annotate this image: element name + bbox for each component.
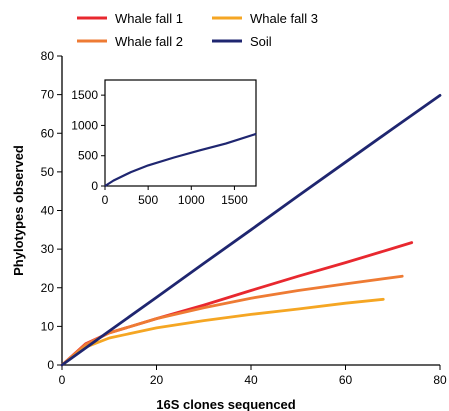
x-tick-label: 80: [433, 373, 447, 387]
series-line-whale-fall-3: [60, 297, 385, 367]
legend-label: Whale fall 2: [115, 34, 183, 49]
inset-y-tick-label: 1500: [71, 88, 98, 102]
legend-label: Whale fall 1: [115, 11, 183, 26]
y-tick-label: 60: [41, 126, 55, 140]
inset-frame: [104, 79, 257, 187]
y-axis-title: Phylotypes observed: [11, 145, 26, 276]
x-axis-title: 16S clones sequenced: [156, 397, 296, 411]
legend: Whale fall 1 Whale fall 3 Whale fall 2 Soil: [77, 11, 318, 49]
y-tick-label: 0: [47, 358, 54, 372]
inset-x-tick-label: 1000: [178, 193, 205, 207]
series-line-whale-fall-2: [60, 274, 404, 367]
y-tick-label: 20: [41, 281, 55, 295]
inset-x-tick-label: 0: [102, 193, 109, 207]
main-plot: 0 10 20 30 40 50 60 70 80 0 20 40 60 80 16S clones seq…: [11, 49, 447, 411]
x-tick-label: 40: [244, 373, 258, 387]
y-tick-label: 10: [41, 319, 55, 333]
x-tick-label: 20: [150, 373, 164, 387]
inset-x-tick-label: 500: [138, 193, 158, 207]
series-line-soil: [60, 94, 442, 367]
inset-y-tick-label: 1000: [71, 118, 98, 132]
y-tick-label: 50: [41, 165, 55, 179]
inset-y-tick-label: 500: [78, 149, 98, 163]
series-line-whale-fall-1: [60, 241, 414, 367]
y-tick-label: 80: [41, 49, 55, 63]
inset-series-line-soil: [104, 132, 257, 187]
inset-plot: 0 500 1000 1500 0 500 1000 1500: [71, 79, 257, 207]
inset-y-tick-label: 0: [91, 179, 98, 193]
legend-label: Whale fall 3: [250, 11, 318, 26]
inset-x-tick-label: 1500: [221, 193, 248, 207]
y-tick-label: 40: [41, 204, 55, 218]
legend-label: Soil: [250, 34, 272, 49]
x-tick-label: 0: [59, 373, 66, 387]
x-tick-label: 60: [339, 373, 353, 387]
y-tick-label: 30: [41, 242, 55, 256]
y-tick-label: 70: [41, 88, 55, 102]
